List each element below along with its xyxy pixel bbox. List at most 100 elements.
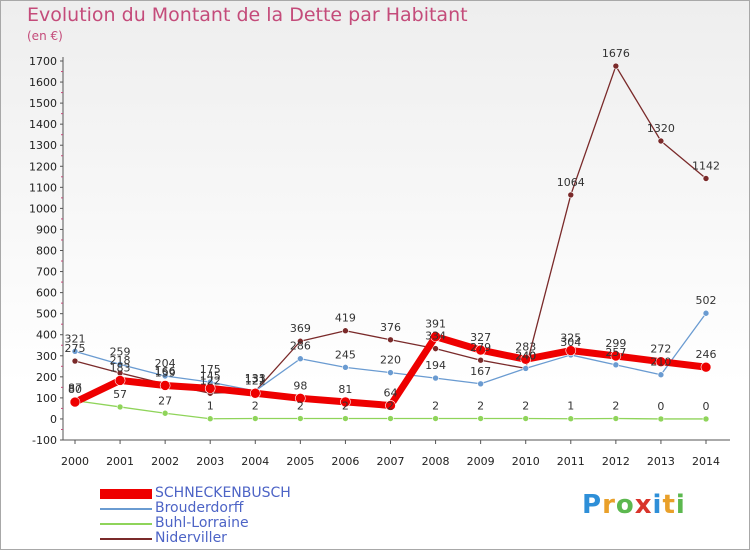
data-label: 376 xyxy=(380,321,401,334)
data-point xyxy=(475,344,486,356)
data-label: 2 xyxy=(252,400,259,413)
data-label: 145 xyxy=(200,369,221,382)
data-point xyxy=(567,415,575,423)
data-label: 122 xyxy=(200,374,221,387)
y-tick-label: 1700 xyxy=(29,55,57,68)
legend-item: SCHNECKENBUSCH xyxy=(100,486,291,501)
data-label: 80 xyxy=(68,383,82,396)
x-tick-label: 2004 xyxy=(241,455,269,468)
data-point xyxy=(116,403,124,411)
data-point xyxy=(700,361,712,373)
x-tick-label: 2006 xyxy=(331,455,359,468)
data-point xyxy=(565,345,577,356)
data-point xyxy=(612,62,620,70)
legend-swatch xyxy=(100,522,152,525)
data-point xyxy=(342,327,349,335)
data-label: 57 xyxy=(113,388,127,401)
data-label: 210 xyxy=(650,356,671,369)
data-point xyxy=(204,383,216,394)
data-point xyxy=(116,361,124,368)
y-tick-label: 1600 xyxy=(29,76,57,89)
data-label: 1320 xyxy=(647,122,675,135)
data-label: 2 xyxy=(342,400,349,413)
data-point xyxy=(297,415,304,422)
data-label: 334 xyxy=(425,330,446,343)
data-label: 240 xyxy=(515,349,536,362)
data-label: 131 xyxy=(245,372,266,385)
data-label: 183 xyxy=(110,361,131,374)
legend-label: Buhl-Lorraine xyxy=(155,515,249,531)
legend-label: SCHNECKENBUSCH xyxy=(155,485,291,501)
data-label: 98 xyxy=(293,379,307,392)
x-tick-label: 2008 xyxy=(422,455,450,468)
x-tick-label: 2002 xyxy=(151,455,179,468)
y-tick-label: 900 xyxy=(36,223,57,236)
data-point xyxy=(69,396,81,408)
y-tick-label: 1000 xyxy=(29,202,57,215)
data-point xyxy=(295,393,306,404)
data-point xyxy=(477,380,484,388)
y-tick-label: 600 xyxy=(36,287,57,300)
data-label: 259 xyxy=(110,345,131,358)
data-label: 1 xyxy=(567,400,574,413)
legend: SCHNECKENBUSCH Brouderdorff Buhl-Lorraine N… xyxy=(100,486,291,546)
data-label: 502 xyxy=(696,294,717,307)
data-label: 81 xyxy=(338,383,352,396)
data-point xyxy=(432,374,439,382)
data-point xyxy=(655,356,667,367)
data-point xyxy=(387,369,394,376)
data-point xyxy=(610,350,622,362)
y-tick-label: 1400 xyxy=(29,118,57,131)
data-label: 218 xyxy=(110,354,131,367)
data-label: 272 xyxy=(650,343,671,356)
data-label: 2 xyxy=(432,400,439,413)
data-label: 2 xyxy=(387,400,394,413)
legend-item: Brouderdorff xyxy=(100,501,291,516)
data-point xyxy=(657,415,665,423)
data-point xyxy=(702,415,710,423)
data-label: 64 xyxy=(384,386,398,399)
data-point xyxy=(702,175,710,182)
legend-item: Niderviller xyxy=(100,531,291,546)
data-point xyxy=(702,309,710,317)
data-point xyxy=(161,409,169,417)
data-label: 87 xyxy=(68,382,82,395)
data-point xyxy=(297,355,304,363)
data-label: 299 xyxy=(605,337,626,350)
data-point xyxy=(432,345,439,352)
x-tick-labels: 2000 2001 2002 2003 2004 2005 2006 2007 2008 2009… xyxy=(61,455,720,468)
data-label: 2 xyxy=(612,400,619,413)
data-point xyxy=(249,387,261,399)
data-label: 286 xyxy=(290,340,311,353)
x-tick-label: 2013 xyxy=(647,455,675,468)
series-schneckenbusch xyxy=(69,331,712,411)
legend-swatch xyxy=(100,537,152,540)
data-label: 419 xyxy=(335,312,356,325)
y-tick-label: 400 xyxy=(36,329,57,342)
x-tick-label: 2001 xyxy=(106,455,134,468)
x-tick-label: 2003 xyxy=(196,455,224,468)
y-tick-label: 1100 xyxy=(29,181,57,194)
y-tick-label: 500 xyxy=(36,308,57,321)
data-point xyxy=(520,354,532,365)
data-point xyxy=(114,375,126,386)
data-label: 194 xyxy=(425,359,446,372)
data-point xyxy=(612,415,620,422)
data-label: 257 xyxy=(605,346,626,359)
data-label: 220 xyxy=(380,354,401,367)
data-point xyxy=(477,356,484,364)
x-tick-label: 2009 xyxy=(467,455,495,468)
data-point xyxy=(342,415,349,422)
legend-swatch xyxy=(100,507,152,510)
data-label: 166 xyxy=(155,365,176,378)
data-label: 2 xyxy=(477,400,484,413)
data-label: 279 xyxy=(470,341,491,354)
series-buhl-lorraine xyxy=(71,397,710,423)
y-tick-label: 1200 xyxy=(29,160,57,173)
data-point xyxy=(567,191,575,199)
legend-label: Niderviller xyxy=(155,530,227,546)
y-tick-label: 200 xyxy=(36,371,57,384)
data-point xyxy=(340,396,351,408)
data-label: 283 xyxy=(515,340,536,353)
